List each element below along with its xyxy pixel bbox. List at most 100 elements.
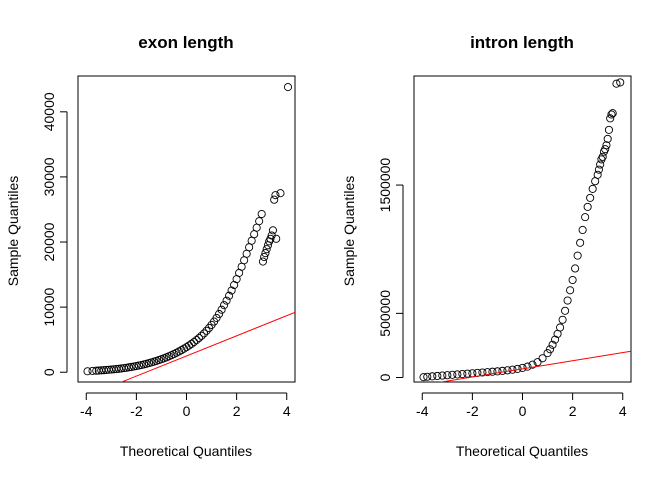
data-point [258,257,267,266]
data-point [594,165,603,174]
y-axis-label: Sample Quantiles [5,176,21,287]
data-point [578,225,587,235]
x-axis-label: Theoretical Quantiles [456,443,588,459]
data-point [586,193,595,202]
data-point [604,125,613,134]
data-point [453,370,462,379]
data-point [548,340,557,349]
data-point [272,234,281,243]
data-point [423,372,432,381]
data-point [443,371,452,380]
y-tick-label: 0 [377,373,393,381]
data-point [257,209,266,219]
data-point [596,160,605,169]
data-point [561,306,570,315]
data-point [83,367,92,376]
data-point [546,345,555,354]
reference-line-group [438,350,631,382]
data-point [119,364,128,373]
data-point [608,109,617,118]
data-point [197,331,206,340]
data-point [566,286,575,295]
data-point [283,83,293,92]
data-point [114,364,123,373]
data-point [262,245,271,254]
x-tick-label: 0 [519,403,527,419]
data-point [124,363,133,372]
y-tick-label: 0 [41,368,57,376]
data-point [533,358,542,367]
plot-area [413,75,632,383]
x-tick-label: -2 [130,403,143,419]
y-tick-label: 1500000 [377,158,393,213]
data-point [493,367,502,376]
data-point [202,326,211,335]
data-point [225,291,234,300]
intron-length-panel: intron length Theoretical Quantiles Samp… [341,33,632,459]
data-point [568,275,577,285]
data-point [194,333,204,343]
data-point [448,370,457,379]
data-point [458,369,467,379]
data-point [603,134,612,143]
data-point [271,191,280,200]
x-tick-label: -4 [416,403,429,419]
data-point [217,305,226,314]
y-tick-label: 40000 [41,92,57,131]
data-point [498,366,507,375]
data-point [601,145,610,154]
data-point [607,110,616,119]
data-point [270,195,279,204]
data-point [419,373,428,382]
data-point [488,367,497,376]
data-point [573,251,582,260]
chart-title: intron length [470,33,574,52]
data-point [583,202,592,211]
data-point [556,323,565,332]
data-point [433,371,442,381]
data-point [593,170,602,179]
data-point [551,335,560,344]
data-point [187,339,196,348]
data-point [576,238,585,247]
data-point [463,369,472,378]
data-point [538,354,547,363]
data-point [189,337,199,347]
data-points [83,83,293,376]
data-point [558,315,567,324]
chart-title: exon length [138,33,233,52]
y-tick-label: 500000 [377,290,393,337]
x-tick-label: -2 [466,403,479,419]
data-point [261,249,270,258]
data-point [523,362,532,371]
data-point [227,286,236,295]
x-tick-label: 4 [619,403,627,419]
data-point [528,360,537,369]
data-point [616,78,625,87]
x-tick-label: 2 [233,403,241,419]
reference-line [438,350,631,382]
data-point [260,252,269,262]
data-point [518,363,527,372]
data-point [563,296,572,305]
reference-line-group [120,311,295,382]
data-point [606,114,615,123]
y-axis-label: Sample Quantiles [341,176,357,287]
data-point [212,313,221,322]
data-point [215,309,224,319]
data-point [177,346,186,355]
x-axis-label: Theoretical Quantiles [120,443,252,459]
data-point [117,364,126,373]
data-point [438,371,447,380]
y-tick-label: 20000 [41,222,57,261]
data-point [588,184,597,193]
exon-length-panel: exon length Theoretical Quantiles Sample… [5,33,296,459]
data-point [612,79,621,88]
data-point [276,189,285,198]
data-point [581,213,590,222]
x-tick-label: 0 [183,403,191,419]
data-points [419,78,625,382]
data-point [220,301,229,310]
data-point [255,217,264,226]
